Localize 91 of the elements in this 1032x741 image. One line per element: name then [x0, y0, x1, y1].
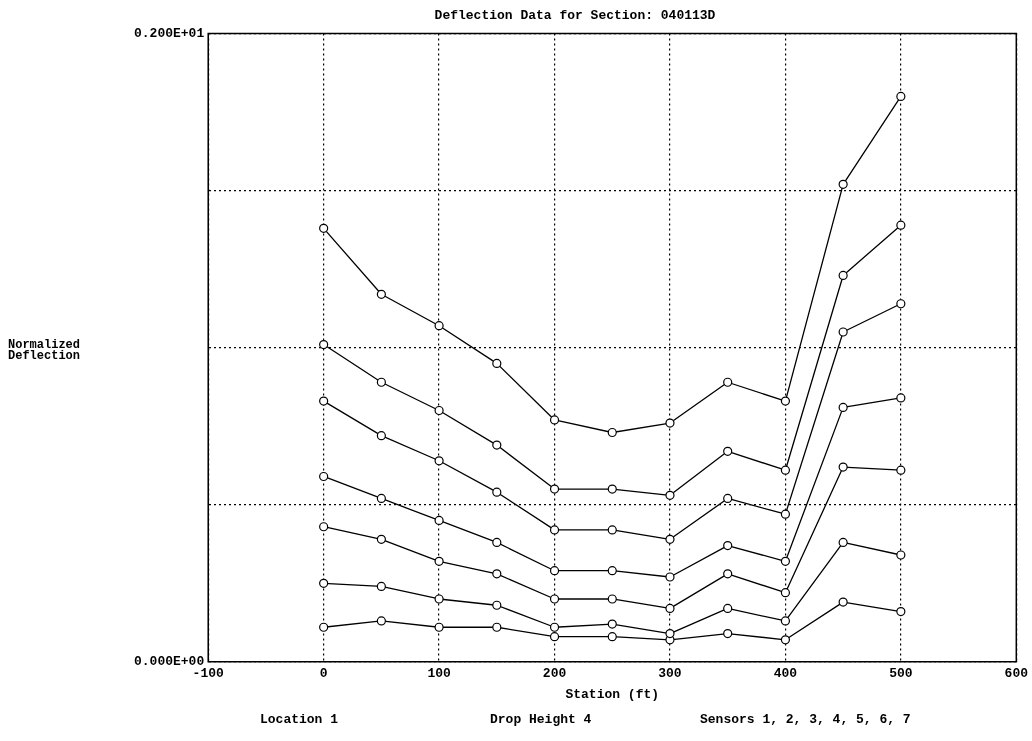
point	[607, 594, 617, 604]
point	[896, 220, 906, 230]
point	[376, 289, 386, 299]
point	[549, 566, 560, 576]
point	[376, 377, 386, 387]
point	[376, 431, 386, 441]
point	[838, 537, 848, 548]
point	[607, 427, 617, 438]
chart-title: Deflection Data for Section: 040113D	[434, 8, 716, 24]
point	[376, 493, 386, 504]
point	[549, 484, 560, 494]
point	[549, 525, 560, 535]
point	[838, 402, 848, 412]
point	[723, 628, 733, 639]
point	[665, 628, 675, 639]
point	[780, 465, 791, 475]
point	[434, 556, 444, 566]
x-tick-label: 500	[889, 665, 913, 681]
point	[723, 603, 733, 613]
point	[780, 616, 791, 626]
point	[434, 321, 444, 331]
x-tick-label: 100	[427, 665, 451, 681]
point	[434, 594, 444, 604]
point	[780, 635, 791, 645]
point	[723, 569, 733, 579]
point	[780, 588, 791, 598]
point	[549, 622, 560, 632]
point	[838, 327, 848, 337]
point	[723, 377, 733, 387]
point	[896, 550, 906, 560]
point	[492, 487, 502, 497]
point	[492, 358, 502, 369]
point	[376, 616, 386, 626]
point	[492, 537, 502, 548]
point	[319, 522, 329, 532]
point	[665, 418, 675, 428]
point	[838, 270, 848, 281]
x-tick-label: 300	[658, 665, 682, 681]
point	[319, 578, 329, 588]
point	[838, 179, 848, 189]
point	[607, 484, 617, 494]
point	[607, 632, 617, 642]
x-axis-title: Station (ft)	[565, 687, 660, 703]
point	[780, 396, 791, 406]
x-tick-label: 200	[542, 665, 567, 681]
point	[723, 446, 733, 456]
point	[492, 600, 502, 610]
y-axis-title: Normalized Deflection	[8, 338, 81, 363]
point	[896, 299, 906, 309]
point	[492, 622, 502, 632]
point	[896, 91, 906, 102]
point	[896, 393, 906, 403]
point	[780, 556, 791, 566]
point	[319, 396, 329, 406]
point	[549, 632, 560, 642]
point	[434, 405, 444, 416]
point	[319, 471, 329, 482]
point	[319, 339, 329, 350]
point	[376, 581, 386, 592]
text: Sensors 1, 2, 3, 4, 5, 6, 7	[700, 712, 911, 727]
point	[319, 223, 329, 233]
point	[665, 534, 675, 544]
point	[838, 462, 848, 472]
point	[492, 440, 502, 450]
point	[780, 509, 791, 519]
x-tick-label: 600	[1004, 665, 1029, 681]
point	[434, 622, 444, 632]
point	[319, 622, 329, 632]
x-tick-label: -100	[192, 665, 225, 681]
point	[665, 490, 675, 500]
point	[607, 566, 617, 576]
y-tick-label: 0.200E+01	[133, 25, 205, 41]
point	[838, 597, 848, 607]
point	[665, 603, 675, 613]
point	[896, 606, 906, 617]
point	[549, 415, 560, 425]
point	[665, 572, 675, 582]
point	[376, 534, 386, 544]
text: Location 1	[260, 712, 339, 727]
point	[434, 515, 444, 526]
point	[723, 540, 733, 551]
point	[434, 456, 444, 466]
point	[896, 465, 906, 475]
text: Drop Height 4	[490, 712, 592, 727]
x-tick-label: 400	[773, 665, 798, 681]
point	[723, 493, 733, 504]
point	[549, 594, 560, 604]
x-tick-label: 0	[319, 665, 328, 681]
point	[492, 569, 502, 579]
point	[607, 525, 617, 535]
point	[607, 619, 617, 629]
